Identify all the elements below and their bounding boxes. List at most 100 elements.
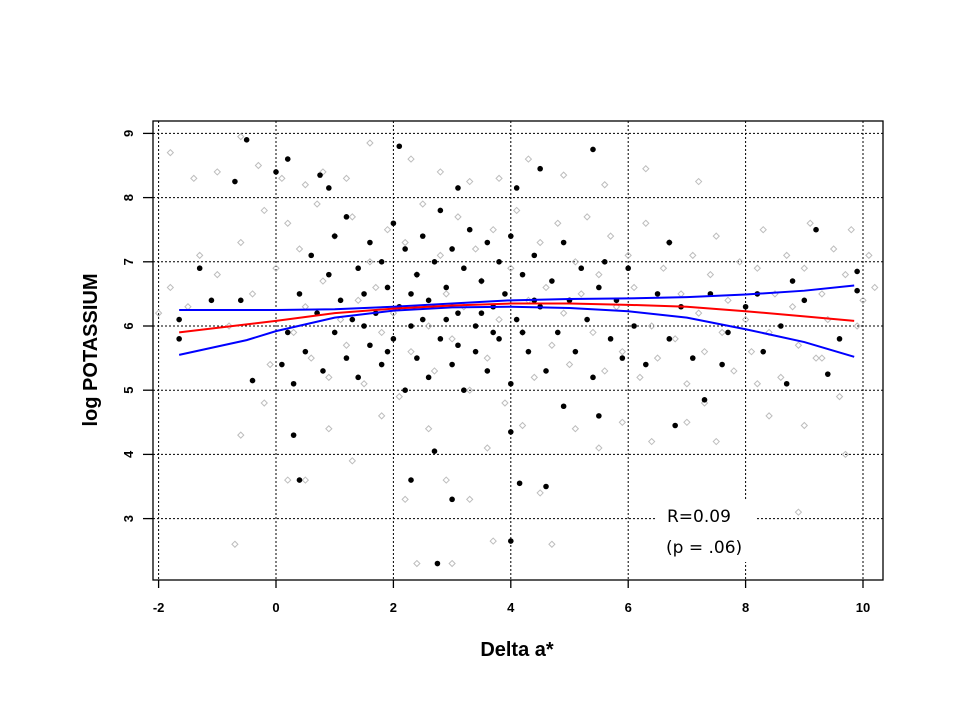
data-point-black bbox=[290, 432, 297, 438]
data-point-gray bbox=[601, 367, 609, 375]
data-point-black bbox=[519, 271, 526, 278]
data-point-gray bbox=[689, 251, 697, 260]
data-point-gray bbox=[483, 444, 492, 452]
data-point-gray bbox=[501, 399, 509, 407]
data-point-black bbox=[284, 329, 291, 336]
data-point-gray bbox=[829, 245, 838, 253]
y-axis: 3 4 5 6 7 8 9 bbox=[121, 130, 153, 522]
data-point-gray bbox=[642, 165, 650, 173]
data-point-black bbox=[590, 374, 596, 381]
data-point-black bbox=[176, 316, 182, 323]
data-point-black bbox=[560, 239, 567, 246]
data-point-gray bbox=[289, 328, 298, 337]
data-point-black bbox=[813, 226, 819, 233]
data-point-black bbox=[508, 538, 514, 544]
data-point-gray bbox=[466, 386, 474, 394]
data-point-gray bbox=[342, 341, 351, 349]
data-point-gray bbox=[542, 283, 550, 292]
y-tick-label: 4 bbox=[121, 450, 136, 458]
data-point-gray bbox=[659, 264, 668, 272]
data-point-black bbox=[449, 361, 455, 368]
data-point-gray bbox=[466, 177, 474, 186]
data-point-gray bbox=[518, 421, 527, 430]
data-point-gray bbox=[166, 283, 175, 292]
data-point-black bbox=[490, 329, 496, 336]
data-point-black bbox=[516, 480, 523, 487]
data-point-black bbox=[643, 361, 649, 368]
x-axis: -2 0 2 4 6 8 10 bbox=[153, 580, 870, 615]
data-point-black bbox=[742, 303, 749, 310]
data-point-black bbox=[689, 355, 696, 361]
data-point-black bbox=[331, 329, 338, 336]
data-point-black bbox=[419, 316, 426, 323]
plot-frame bbox=[152, 120, 884, 581]
data-point-black bbox=[408, 323, 414, 329]
data-point-black bbox=[654, 291, 661, 297]
data-point-black bbox=[361, 291, 367, 297]
data-point-gray bbox=[354, 296, 362, 305]
x-tick-label: 0 bbox=[272, 600, 279, 615]
data-point-black bbox=[537, 165, 543, 172]
data-point-black bbox=[249, 377, 256, 384]
data-point-black bbox=[513, 316, 520, 323]
data-point-gray bbox=[841, 450, 850, 459]
data-point-gray bbox=[741, 315, 750, 324]
data-point-black bbox=[208, 297, 215, 304]
data-point-gray bbox=[166, 148, 175, 157]
data-point-gray bbox=[583, 213, 591, 221]
y-tick-label: 3 bbox=[121, 515, 136, 522]
data-point-gray bbox=[606, 232, 615, 240]
data-point-gray bbox=[800, 421, 809, 430]
data-point-black bbox=[434, 560, 441, 567]
data-point-gray bbox=[601, 181, 609, 189]
data-point-gray bbox=[624, 251, 632, 260]
data-point-black bbox=[666, 239, 673, 246]
data-point-black bbox=[455, 342, 461, 349]
data-point-black bbox=[631, 323, 637, 329]
data-point-gray bbox=[565, 360, 574, 369]
fit-lines bbox=[178, 284, 855, 358]
data-point-black bbox=[607, 336, 614, 342]
data-point-gray bbox=[348, 213, 357, 221]
data-point-gray bbox=[548, 341, 556, 349]
data-point-gray bbox=[788, 303, 797, 311]
data-point-black bbox=[508, 380, 514, 387]
data-point-black bbox=[414, 271, 420, 278]
data-point-gray bbox=[548, 540, 556, 548]
data-point-gray bbox=[489, 537, 497, 545]
data-point-gray bbox=[765, 328, 773, 337]
data-point-black bbox=[455, 185, 461, 191]
data-point-gray bbox=[154, 309, 163, 317]
data-point-black bbox=[554, 329, 561, 336]
data-point-gray bbox=[248, 290, 257, 298]
data-point-black bbox=[549, 278, 555, 284]
data-point-gray bbox=[724, 296, 732, 305]
data-point-black bbox=[578, 265, 585, 272]
data-point-gray bbox=[436, 251, 445, 260]
data-point-gray bbox=[636, 373, 644, 382]
y-tick-label: 5 bbox=[121, 387, 136, 394]
data-point-gray bbox=[336, 315, 345, 324]
data-point-gray bbox=[424, 322, 433, 330]
data-point-gray bbox=[231, 540, 239, 548]
data-point-gray bbox=[859, 296, 867, 305]
data-point-black bbox=[326, 271, 332, 278]
data-point-gray bbox=[647, 322, 656, 330]
data-point-black bbox=[443, 284, 450, 291]
data-point-gray bbox=[853, 322, 861, 330]
data-point-black bbox=[384, 284, 391, 291]
data-point-black bbox=[361, 323, 367, 329]
data-point-gray bbox=[225, 322, 233, 330]
data-point-black bbox=[408, 477, 414, 483]
data-point-gray bbox=[495, 174, 503, 183]
data-point-black bbox=[343, 214, 350, 220]
data-point-gray bbox=[794, 341, 803, 349]
data-point-gray bbox=[589, 328, 597, 337]
data-point-gray bbox=[683, 380, 691, 388]
data-point-black bbox=[701, 397, 708, 403]
grid bbox=[153, 121, 883, 580]
data-point-gray bbox=[195, 251, 204, 260]
data-point-black bbox=[719, 361, 725, 368]
data-point-gray bbox=[284, 219, 292, 227]
data-point-black bbox=[337, 297, 344, 304]
